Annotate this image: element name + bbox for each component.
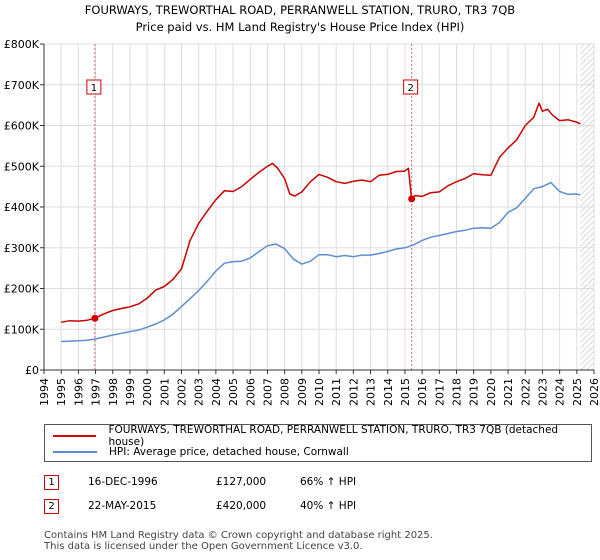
chart-subtitle: Price paid vs. HM Land Registry's House … (136, 20, 465, 34)
legend-swatch-property (53, 435, 97, 437)
sale-row: 1 16-DEC-1996 £127,000 66% ↑ HPI (44, 475, 384, 499)
x-tick-label: 1995 (55, 378, 68, 406)
sale-hpi-change: 40% ↑ HPI (300, 500, 357, 512)
sale-row: 2 22-MAY-2015 £420,000 40% ↑ HPI (44, 499, 384, 523)
sale-label-number: 2 (407, 83, 413, 94)
sale-label-box (86, 79, 102, 95)
x-tick-label: 2012 (347, 378, 360, 406)
sale-label-number: 1 (91, 83, 97, 94)
x-tick-label: 2004 (210, 378, 223, 406)
x-tick-label: 2011 (330, 378, 343, 406)
y-tick-label: £500K (4, 160, 40, 173)
x-tick-label: 2019 (468, 378, 481, 406)
x-tick-label: 2020 (485, 378, 498, 406)
x-tick-label: 2018 (451, 378, 464, 406)
sale-price: £420,000 (216, 500, 267, 512)
x-tick-label: 2015 (399, 378, 412, 406)
sale-hpi-change: 66% ↑ HPI (300, 476, 357, 488)
x-tick-label: 2022 (519, 378, 532, 406)
x-tick-label: 2023 (536, 378, 549, 406)
legend-item-property: FOURWAYS, TREWORTHAL ROAD, PERRANWELL ST… (53, 424, 591, 448)
y-tick-label: £0 (25, 364, 39, 377)
sale-date: 16-DEC-1996 (88, 476, 158, 488)
hpi-series-line (61, 181, 581, 343)
x-tick-label: 2024 (554, 378, 567, 406)
footer-copyright: Contains HM Land Registry data © Crown c… (44, 530, 433, 541)
y-tick-label: £300K (4, 242, 40, 255)
chart-title: FOURWAYS, TREWORTHAL ROAD, PERRANWELL ST… (85, 3, 516, 17)
legend-item-hpi: HPI: Average price, detached house, Corn… (53, 445, 349, 459)
legend-swatch-hpi (53, 451, 97, 453)
x-tick-label: 2025 (571, 378, 584, 406)
footer-note: Contains HM Land Registry data © Crown c… (44, 530, 433, 552)
sale-badge: 1 (44, 475, 59, 490)
legend-label-property: FOURWAYS, TREWORTHAL ROAD, PERRANWELL ST… (108, 424, 559, 448)
y-tick-label: £800K (4, 38, 40, 51)
x-tick-label: 2005 (227, 378, 240, 406)
x-tick-label: 2007 (261, 378, 274, 406)
x-tick-label: 2009 (296, 378, 309, 406)
sale-price: £127,000 (216, 476, 267, 488)
sale-point (408, 195, 416, 203)
x-tick-label: 2003 (193, 378, 206, 406)
x-tick-label: 1997 (90, 378, 103, 406)
x-tick-label: 2008 (279, 378, 292, 406)
y-tick-label: £400K (4, 201, 40, 214)
x-tick-label: 2010 (313, 378, 326, 406)
x-tick-label: 2026 (588, 378, 600, 406)
x-tick-label: 2002 (176, 378, 189, 406)
price-chart: FOURWAYS, TREWORTHAL ROAD, PERRANWELL ST… (4, 3, 600, 406)
x-tick-label: 2001 (158, 378, 171, 406)
legend-label-hpi: HPI: Average price, detached house, Corn… (109, 446, 349, 458)
x-tick-label: 1994 (38, 378, 51, 406)
y-tick-label: £200K (4, 283, 40, 296)
x-tick-label: 2013 (365, 378, 378, 406)
y-tick-label: £100K (4, 323, 40, 336)
x-tick-label: 2021 (502, 378, 515, 406)
sale-label-box (403, 79, 419, 95)
x-tick-label: 2017 (433, 378, 446, 406)
x-tick-label: 1998 (107, 378, 120, 406)
x-tick-label: 2016 (416, 378, 429, 406)
sales-table: 1 16-DEC-1996 £127,000 66% ↑ HPI 2 22-MA… (44, 475, 384, 523)
x-tick-label: 1996 (72, 378, 85, 406)
footer-licence: This data is licensed under the Open Gov… (44, 541, 363, 552)
x-tick-label: 2006 (244, 378, 257, 406)
x-tick-label: 2000 (141, 378, 154, 406)
x-tick-label: 1999 (124, 378, 137, 406)
property-series-line (61, 102, 581, 324)
sale-badge: 2 (44, 499, 59, 514)
chart-legend: FOURWAYS, TREWORTHAL ROAD, PERRANWELL ST… (44, 424, 592, 462)
y-tick-label: £600K (4, 120, 40, 133)
y-tick-label: £700K (4, 79, 40, 92)
sale-point (91, 314, 99, 322)
x-tick-label: 2014 (382, 378, 395, 406)
sale-date: 22-MAY-2015 (88, 500, 157, 512)
